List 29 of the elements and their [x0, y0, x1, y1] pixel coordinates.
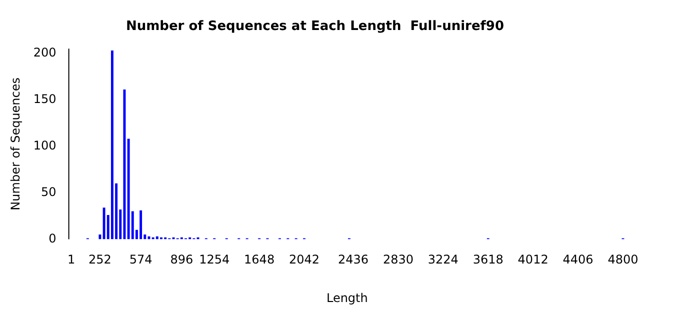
- x-tick-label: 2830: [382, 252, 414, 267]
- x-tick-label: 4800: [608, 252, 638, 267]
- bar: [98, 234, 102, 240]
- x-tick-label: 4012: [518, 252, 548, 267]
- x-tick-label: 4406: [562, 252, 594, 267]
- y-axis-title: Number of Sequences: [8, 77, 22, 210]
- bar: [110, 50, 114, 240]
- y-tick-label: 50: [41, 184, 56, 199]
- x-tick-label: 2436: [338, 252, 369, 267]
- y-tick-label: 0: [48, 231, 56, 246]
- x-tick-label: 3618: [472, 252, 504, 267]
- bar: [123, 90, 126, 240]
- y-tick-label: 200: [33, 45, 56, 60]
- chart-title: Number of Sequences at Each Length Full-uniref90: [126, 19, 504, 34]
- bar: [127, 138, 130, 240]
- x-axis-title: Length: [326, 290, 368, 305]
- bar: [140, 210, 142, 240]
- x-tick-label: 2042: [288, 252, 320, 267]
- x-tick-label: 1: [68, 252, 76, 267]
- x-tick-label: 3224: [428, 252, 458, 267]
- x-tick-label: 252: [88, 252, 112, 267]
- x-tick-label: 574: [129, 252, 152, 267]
- x-tick-label: 1254: [199, 252, 230, 267]
- y-tick-label: 100: [33, 138, 56, 152]
- bar: [156, 236, 158, 240]
- bar: [102, 208, 106, 240]
- x-tick-label: 896: [170, 252, 194, 267]
- x-tick-label: 1648: [244, 252, 275, 267]
- y-tick-label: 150: [33, 92, 56, 106]
